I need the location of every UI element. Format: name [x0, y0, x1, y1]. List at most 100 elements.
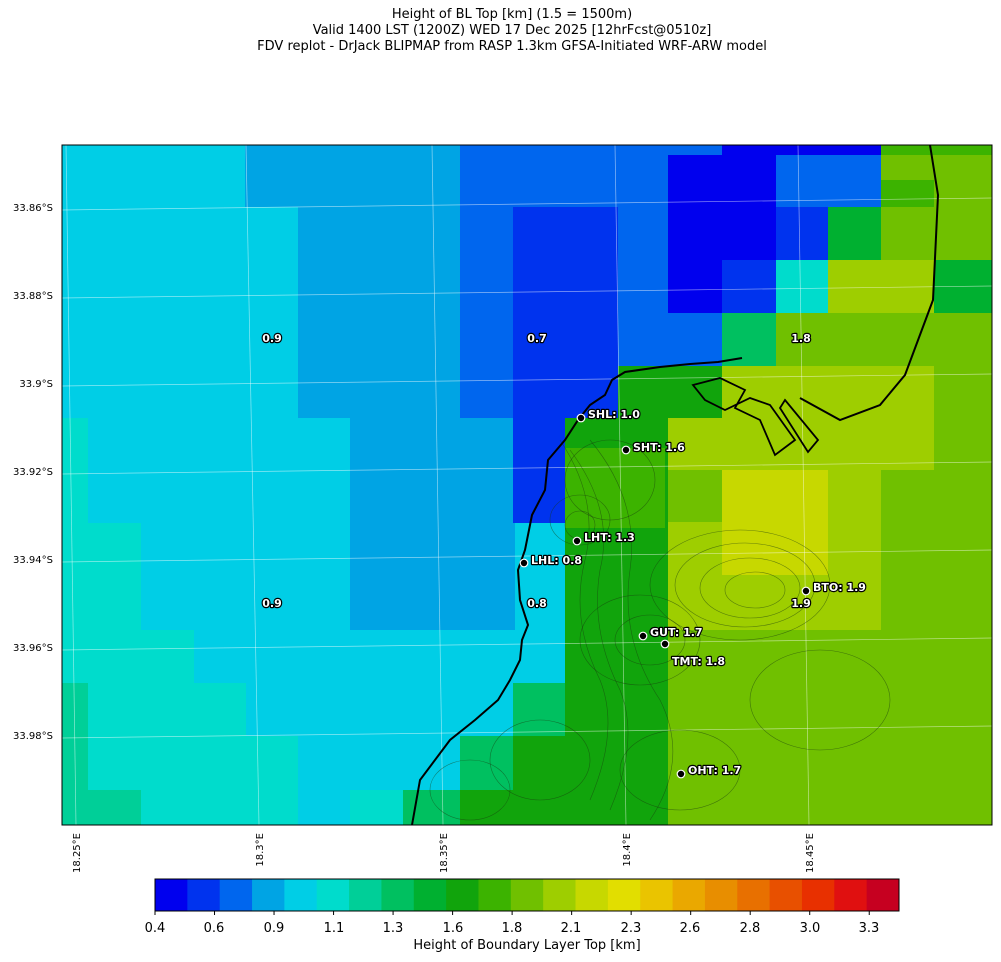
colorbar-tick-label: 0.6: [204, 921, 225, 936]
field-cell: [776, 260, 828, 313]
lat-tick-label: 33.94°S: [13, 555, 53, 566]
field-cell: [403, 790, 460, 825]
colorbar-swatch: [704, 879, 738, 911]
colorbar-swatch: [413, 879, 447, 911]
colorbar-swatch: [510, 879, 544, 911]
station-lht[interactable]: LHT: 1.3: [572, 530, 636, 546]
title-line-1: Height of BL Top [km] (1.5 = 1500m): [391, 7, 633, 22]
field-cell: [62, 683, 246, 736]
map-title: Height of BL Top [km] (1.5 = 1500m) Vali…: [0, 7, 1001, 55]
station-lhl[interactable]: LHL: 0.8: [519, 553, 583, 568]
station-label: SHT: 1.6: [633, 441, 685, 454]
colorbar-swatch: [252, 879, 285, 911]
station-label: LHL: 0.8: [531, 554, 582, 567]
cell-value: 0.9: [262, 332, 282, 345]
station-markers: SHL: 1.0 SHT: 1.6 LHT: 1.3 LHL: 0.8 BTO:…: [519, 407, 867, 779]
colorbar-swatches: [155, 879, 900, 911]
field-cell: [722, 522, 828, 575]
station-dot: [576, 413, 586, 423]
latitude-axis: 33.86°S 33.88°S 33.9°S 33.92°S 33.94°S 3…: [13, 203, 53, 742]
title-line-3: FDV replot - DrJack BLIPMAP from RASP 1.…: [257, 39, 767, 54]
graticule: [62, 145, 992, 825]
field-cell: [62, 630, 194, 683]
station-label: SHL: 1.0: [588, 408, 640, 421]
cell-value: 1.8: [791, 332, 811, 345]
field-cell: [722, 470, 828, 522]
station-dot: [621, 445, 631, 455]
colorbar-tick-label: 0.9: [264, 921, 285, 936]
field-cell: [513, 207, 618, 313]
map-border: [61, 144, 993, 826]
station-sht[interactable]: SHT: 1.6: [621, 440, 686, 455]
lon-tick-label: 18.45°E: [805, 833, 816, 873]
field-cell: [881, 180, 934, 207]
map-area[interactable]: [62, 145, 992, 825]
lat-tick-label: 33.96°S: [13, 643, 53, 654]
field-cell: [618, 366, 722, 418]
longitude-axis: 18.25°E 18.3°E 18.35°E 18.4°E 18.45°E: [72, 833, 816, 873]
colorbar-tick-label: 1.8: [502, 921, 523, 936]
field-cell: [460, 207, 513, 418]
field-cell: [513, 736, 565, 825]
colorbar-swatch: [478, 879, 512, 911]
colorbar-tick-label: 0.4: [145, 921, 166, 936]
colorbar-swatch: [672, 879, 706, 911]
colorbar-swatch: [575, 879, 609, 911]
colorbar-title: Height of Boundary Layer Top [km]: [413, 938, 640, 953]
colorbar-swatch: [543, 879, 577, 911]
field-cell: [141, 790, 298, 825]
title-line-2: Valid 1400 LST (1200Z) WED 17 Dec 2025 […: [312, 23, 712, 38]
harbour-mole: [778, 398, 820, 454]
cell-value: 1.9: [791, 597, 811, 610]
field-cell: [828, 470, 881, 630]
lon-tick-label: 18.25°E: [72, 833, 83, 873]
colorbar-swatch: [316, 879, 350, 911]
station-bto[interactable]: BTO: 1.9: [801, 580, 867, 596]
station-label: GUT: 1.7: [650, 626, 703, 639]
colorbar-swatch: [349, 879, 382, 911]
field-cell: [828, 145, 881, 155]
colorbar-tick-label: 1.6: [443, 921, 464, 936]
colorbar-swatch: [640, 879, 674, 911]
lon-tick-label: 18.3°E: [255, 833, 266, 867]
colorbar-swatch: [284, 879, 318, 911]
field-cell: [828, 145, 881, 207]
colorbar-swatch: [381, 879, 415, 911]
colorbar-border: [154, 878, 900, 912]
field-cell: [350, 790, 403, 825]
station-tmt[interactable]: TMT: 1.8: [660, 639, 726, 669]
colorbar-tick-label: 2.1: [561, 921, 582, 936]
field-cell: [776, 313, 934, 366]
field-cell: [776, 155, 828, 207]
colorbar-swatch: [219, 879, 253, 911]
station-label: TMT: 1.8: [672, 655, 725, 668]
colorbar-ticks: 0.4 0.6 0.9 1.1 1.3 1.6 1.8 2.1 2.3 2.6 …: [145, 911, 880, 936]
colorbar-swatch: [446, 879, 479, 911]
field-cell: [618, 313, 722, 366]
colorbar-tick-label: 2.6: [680, 921, 701, 936]
colorbar-tick-label: 3.3: [859, 921, 880, 936]
field-cell: [828, 260, 934, 313]
station-dot: [638, 631, 648, 641]
field-cell: [565, 448, 665, 528]
field-cell: [88, 790, 141, 825]
cell-value: 0.7: [527, 332, 547, 345]
station-gut[interactable]: GUT: 1.7: [638, 625, 704, 641]
colorbar-swatch: [187, 879, 221, 911]
field-cell: [934, 313, 992, 825]
station-dot: [519, 558, 529, 568]
colorbar-swatch: [866, 879, 900, 911]
field-cell: [722, 313, 776, 366]
station-label: OHT: 1.7: [688, 764, 741, 777]
field-cell: [62, 736, 298, 790]
colorbar-tick-label: 1.3: [383, 921, 404, 936]
station-oht[interactable]: OHT: 1.7: [676, 763, 742, 779]
station-dot: [660, 639, 670, 649]
colorbar-tick-label: 2.8: [740, 921, 761, 936]
field-cell: [245, 145, 460, 207]
colorbar-swatch: [769, 879, 803, 911]
station-shl[interactable]: SHL: 1.0: [576, 407, 641, 423]
colorbar-swatch: [607, 879, 641, 911]
colorbar-swatch: [801, 879, 835, 911]
